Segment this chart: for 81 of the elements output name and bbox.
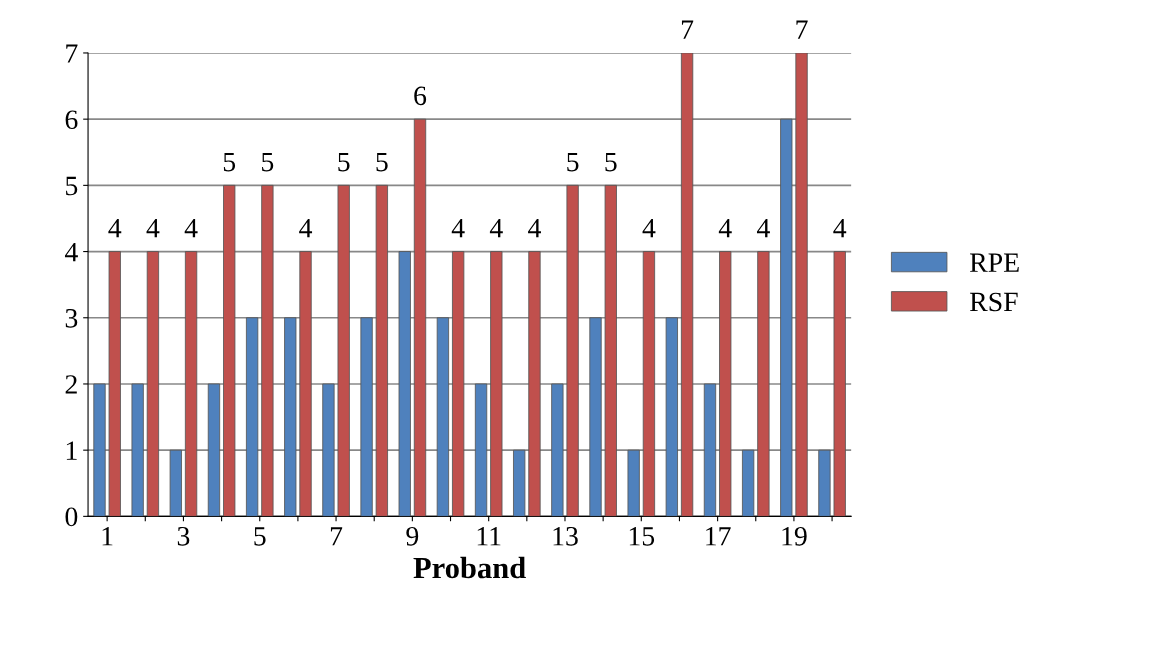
bar (703, 383, 717, 517)
y-tick-label: 4 (64, 242, 78, 262)
data-label: 4 (756, 219, 770, 238)
x-tick-label: 17 (706, 527, 731, 546)
y-tick-label: 5 (66, 176, 78, 196)
data-label: 7 (796, 20, 808, 39)
data-label: 4 (108, 219, 122, 238)
y-tick-label: 0 (65, 507, 78, 527)
bar (131, 383, 144, 517)
x-tick-label: 9 (406, 526, 419, 546)
x-tick-label: 1 (102, 527, 113, 546)
data-label: 5 (223, 152, 236, 172)
data-label: 6 (414, 86, 427, 106)
bar (528, 251, 541, 517)
bar (322, 383, 335, 517)
bar (795, 52, 808, 517)
bar (360, 317, 373, 517)
bar (474, 383, 488, 517)
bar (223, 184, 236, 517)
bar (780, 118, 793, 517)
data-label: 5 (567, 152, 579, 172)
bar (551, 383, 564, 517)
bar (108, 251, 121, 517)
data-label: 4 (489, 219, 503, 238)
bar (245, 317, 259, 517)
x-tick-label: 15 (629, 527, 655, 546)
data-label: 4 (528, 219, 541, 238)
data-label: 4 (184, 219, 198, 238)
data-label: 4 (718, 219, 732, 238)
data-label: 5 (262, 152, 274, 172)
bar (680, 52, 694, 517)
bar (436, 317, 450, 517)
y-tick-label: 1 (66, 441, 77, 460)
x-tick-label: 11 (477, 527, 501, 546)
bar (261, 184, 274, 517)
bar (627, 449, 640, 517)
bar (818, 449, 831, 517)
bar (513, 449, 526, 517)
y-tick-label: 3 (65, 309, 78, 328)
bar (207, 383, 221, 517)
bar (184, 251, 198, 517)
bar (375, 184, 388, 517)
x-tick-label: 5 (254, 527, 266, 546)
bar (719, 251, 732, 517)
y-tick-label: 7 (66, 44, 78, 63)
bar (284, 317, 297, 517)
x-tick-label: 19 (782, 526, 807, 546)
bar (566, 184, 579, 517)
bar (93, 383, 106, 517)
data-label: 5 (605, 152, 617, 172)
bar (490, 251, 503, 517)
x-axis-title: Proband (413, 556, 526, 579)
x-tick-label: 3 (177, 526, 190, 546)
legend-label: RSF (969, 292, 1018, 312)
y-tick-label: 2 (65, 375, 77, 394)
bar (589, 317, 602, 517)
data-label: 4 (833, 219, 847, 238)
data-label: 5 (338, 152, 350, 172)
data-label: 7 (681, 20, 694, 39)
bar (169, 449, 182, 517)
data-label: 4 (146, 219, 160, 238)
data-label: 4 (299, 219, 313, 238)
legend-label: RPE (969, 253, 1019, 272)
data-label: 4 (451, 219, 465, 238)
x-tick-label: 13 (553, 526, 578, 546)
data-label: 5 (376, 152, 388, 172)
bar (413, 118, 427, 517)
bar (757, 251, 770, 517)
x-tick-label: 7 (330, 527, 343, 546)
bar (452, 251, 465, 517)
bar (665, 317, 678, 517)
bar (398, 251, 411, 517)
bar (642, 251, 656, 517)
bar (299, 251, 312, 517)
bar (833, 251, 846, 517)
bar (337, 184, 350, 517)
y-tick-label: 6 (65, 110, 78, 130)
bar (604, 184, 617, 517)
data-label: 4 (642, 219, 656, 238)
bar (741, 449, 755, 517)
bar (146, 251, 160, 517)
